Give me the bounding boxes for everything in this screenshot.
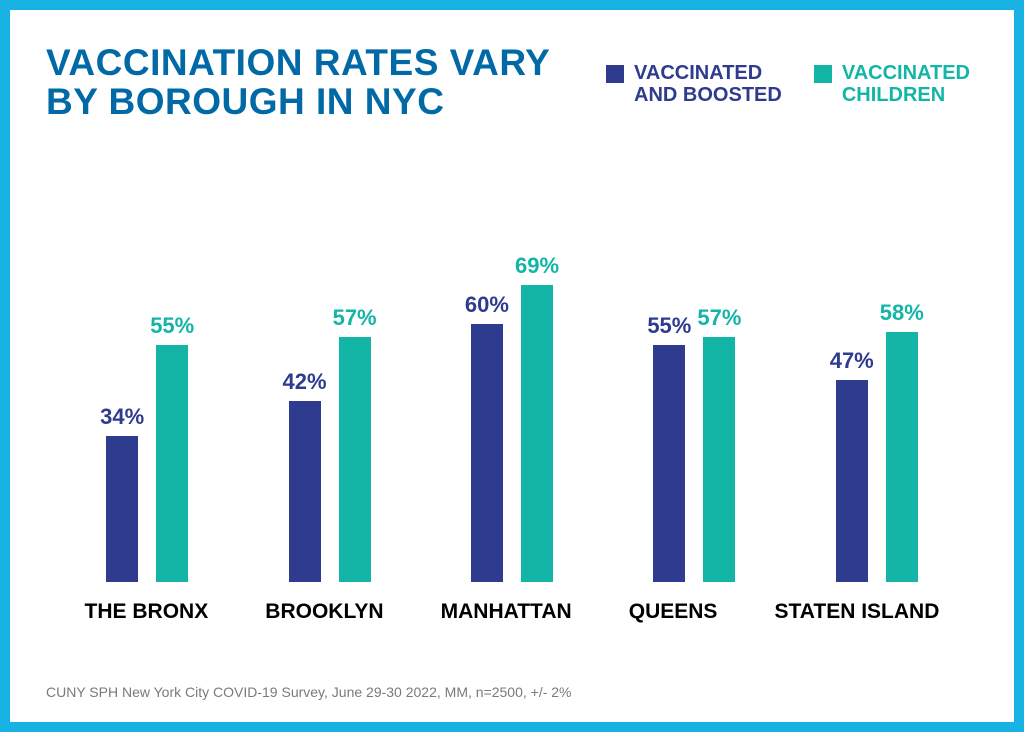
legend: VACCINATED AND BOOSTED VACCINATED CHILDRE… — [606, 62, 970, 106]
x-axis-labels: THE BRONX BROOKLYN MANHATTAN QUEENS STATEN I… — [46, 582, 978, 624]
bar-value-label: 34% — [100, 404, 144, 430]
bar-group: 47%58% — [830, 152, 924, 582]
bar-value-label: 58% — [880, 300, 924, 326]
bar — [156, 345, 188, 582]
x-axis-label: STATEN ISLAND — [775, 600, 940, 624]
bar-wrap: 57% — [333, 152, 377, 582]
plot: 34%55%42%57%60%69%55%57%47%58% — [46, 152, 978, 582]
bar-value-label: 42% — [283, 369, 327, 395]
bar-wrap: 34% — [100, 152, 144, 582]
bar-value-label: 57% — [697, 305, 741, 331]
legend-swatch-icon — [606, 65, 624, 83]
bar-wrap: 47% — [830, 152, 874, 582]
bar-value-label: 69% — [515, 253, 559, 279]
bar-value-label: 60% — [465, 292, 509, 318]
bar — [289, 401, 321, 582]
bar-wrap: 42% — [283, 152, 327, 582]
bar — [521, 285, 553, 582]
bar — [106, 436, 138, 582]
bar-wrap: 57% — [697, 152, 741, 582]
legend-item-0: VACCINATED AND BOOSTED — [606, 62, 782, 106]
bar-wrap: 60% — [465, 152, 509, 582]
chart-title: VACCINATION RATES VARY BY BOROUGH IN NYC — [46, 44, 550, 122]
bar-value-label: 47% — [830, 348, 874, 374]
bar-value-label: 55% — [150, 313, 194, 339]
bar-value-label: 57% — [333, 305, 377, 331]
bar-wrap: 69% — [515, 152, 559, 582]
bar — [471, 324, 503, 582]
x-axis-label: BROOKLYN — [265, 600, 383, 624]
chart-area: 34%55%42%57%60%69%55%57%47%58% THE BRONX… — [46, 152, 978, 632]
bar — [836, 380, 868, 582]
x-axis-label: THE BRONX — [85, 600, 209, 624]
bar-wrap: 58% — [880, 152, 924, 582]
bar-group: 34% 55% — [100, 152, 194, 582]
bar-group: 42% 57% — [283, 152, 377, 582]
chart-frame: VACCINATION RATES VARY BY BOROUGH IN NYC… — [0, 0, 1024, 732]
legend-label: VACCINATED AND BOOSTED — [634, 62, 782, 106]
legend-swatch-icon — [814, 65, 832, 83]
x-axis-label: MANHATTAN — [441, 600, 572, 624]
bar-group: 60%69% — [465, 152, 559, 582]
legend-item-1: VACCINATED CHILDREN — [814, 62, 970, 106]
bar-wrap: 55% — [647, 152, 691, 582]
footnote: CUNY SPH New York City COVID-19 Survey, … — [46, 684, 572, 700]
legend-label: VACCINATED CHILDREN — [842, 62, 970, 106]
header-row: VACCINATION RATES VARY BY BOROUGH IN NYC… — [46, 44, 978, 122]
bar — [886, 332, 918, 581]
x-axis-label: QUEENS — [629, 600, 718, 624]
bar-wrap: 55% — [150, 152, 194, 582]
bar-group: 55%57% — [647, 152, 741, 582]
bar — [653, 345, 685, 582]
bar — [703, 337, 735, 582]
bar-value-label: 55% — [647, 313, 691, 339]
bar — [339, 337, 371, 582]
